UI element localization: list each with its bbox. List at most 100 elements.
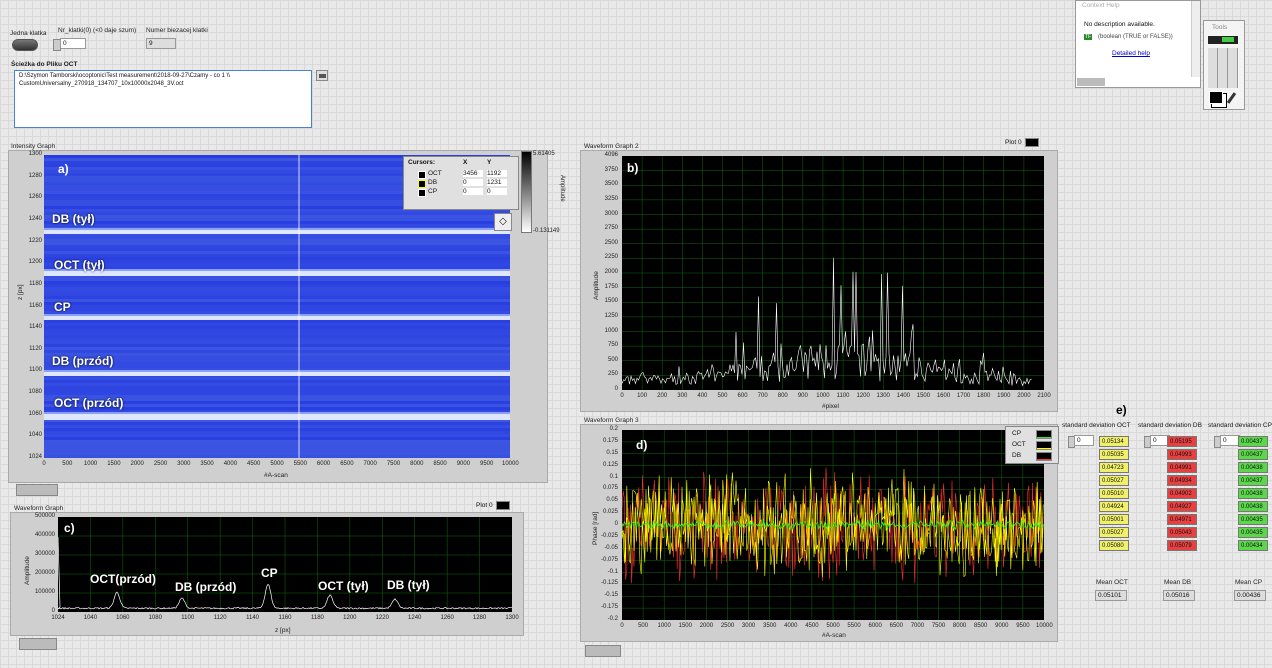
wg1-plot-legend[interactable]: Plot 0 [476, 501, 510, 510]
wg2-y-tick: 1000 [604, 327, 618, 334]
intensity-row [44, 251, 510, 254]
intensity-row [44, 179, 510, 182]
scale-label: Amplitude [559, 175, 565, 202]
intensity-row [44, 311, 510, 314]
wg3-legend[interactable]: CP OCT DB [1005, 426, 1059, 464]
cursor-x[interactable]: 0 [463, 188, 483, 195]
cursor-y[interactable]: 0 [487, 188, 507, 195]
wg2-x-tick: 900 [797, 393, 808, 399]
wg2-x-tick: 1200 [856, 393, 870, 399]
intensity-plot-area[interactable] [44, 155, 510, 458]
wg2-y-tick: 3500 [604, 181, 618, 188]
intensity-graph-toolbar[interactable] [16, 484, 58, 496]
wg1-toolbar[interactable] [19, 638, 57, 650]
path-field[interactable]: D:\Szymon Tamborski\ocoptonic\Test measu… [14, 70, 312, 128]
intensity-row [44, 161, 510, 164]
intensity-y-tick: 1120 [29, 345, 42, 352]
wg3-y-tick: 0.025 [602, 509, 618, 516]
brush-icon[interactable] [1226, 92, 1237, 104]
frame-number-input[interactable]: 0 [60, 38, 86, 49]
wg3-legend-swatch[interactable] [1036, 452, 1052, 461]
intensity-row [44, 236, 510, 239]
stats-oct-index[interactable]: 0 [1074, 435, 1094, 446]
context-help-text: No description available. [1084, 21, 1155, 28]
intensity-x-tick: 4000 [223, 461, 238, 467]
stats-oct-values: 0.05134 0.05035 0.04723 0.05027 0.05010 0.049… [1099, 436, 1129, 553]
intensity-row [44, 275, 510, 278]
stats-cp-index[interactable]: 0 [1220, 435, 1240, 446]
stats-cp-values: 0.00437 0.00437 0.00438 0.00437 0.00438 0.004… [1238, 436, 1268, 553]
intensity-row [44, 218, 510, 221]
wg1-plot-swatch [495, 501, 510, 510]
intensity-band-halo [44, 228, 510, 230]
cursor-mover-icon[interactable]: ◇ [494, 213, 512, 231]
tool-grid[interactable] [1208, 48, 1238, 88]
intensity-row [44, 380, 510, 383]
stats-cp-value: 0.00438 [1238, 488, 1268, 499]
wg1-x-tick: 1080 [148, 615, 162, 621]
help-toolbar-icons[interactable] [1077, 78, 1105, 86]
intensity-row [44, 191, 510, 194]
intensity-row [44, 167, 510, 170]
intensity-row [44, 263, 510, 266]
intensity-x-tick: 9000 [456, 461, 471, 467]
intensity-row [44, 182, 510, 185]
stats-db-value: 0.04934 [1167, 475, 1197, 486]
wg3-x-tick: 1000 [657, 623, 671, 629]
intensity-row [44, 383, 510, 386]
intensity-color-scale[interactable] [521, 151, 532, 233]
intensity-row [44, 368, 510, 371]
wg3-legend-swatch[interactable] [1036, 441, 1052, 450]
cursor-swatch[interactable] [418, 180, 426, 188]
wg1-letter: c) [64, 521, 75, 535]
context-help-title: Context Help [1082, 2, 1120, 9]
detailed-help-link[interactable]: Detailed help [1112, 50, 1150, 57]
cursor-legend[interactable]: Cursors: X Y OCT 3456 1192 DB 0 1231 CP 0 0 [403, 156, 519, 210]
intensity-row [44, 242, 510, 245]
context-help-type: (boolean (TRUE or FALSE)) [1098, 34, 1173, 40]
wg3-x-tick: 5500 [847, 623, 861, 629]
wg2-plot-name: Plot 0 [1005, 139, 1022, 147]
cursor-y[interactable]: 1231 [487, 179, 507, 186]
intensity-x-tick: 7500 [386, 461, 401, 467]
cursor-y[interactable]: 1192 [487, 170, 507, 177]
automatic-tool-icon[interactable] [1208, 36, 1238, 44]
wg2-plot-area[interactable] [622, 156, 1044, 390]
intensity-row [44, 278, 510, 281]
intensity-band-halo [44, 314, 510, 316]
stats-db-value: 0.04902 [1167, 488, 1197, 499]
wg2-y-tick: 1250 [604, 312, 618, 319]
intensity-row [44, 173, 510, 176]
wg3-plot-area[interactable] [622, 430, 1044, 620]
stats-oct-label: standard deviation OCT [1062, 422, 1131, 429]
wg2-x-tick: 600 [737, 393, 748, 399]
wg2-chart [622, 156, 1044, 390]
wg3-legend-name: OCT [1012, 441, 1026, 448]
wg1-x-tick: 1024 [51, 615, 65, 621]
stats-db-mean-label: Mean DB [1164, 579, 1192, 586]
color-tool-icon[interactable] [1209, 91, 1223, 104]
cursor-x[interactable]: 0 [463, 179, 483, 186]
cursor-swatch[interactable] [418, 171, 426, 179]
cursor-x[interactable]: 3456 [463, 170, 483, 177]
cursor-swatch[interactable] [418, 189, 426, 197]
stats-db-value: 0.04927 [1167, 501, 1197, 512]
intensity-row [44, 308, 510, 311]
intensity-x-tick: 5500 [293, 461, 307, 467]
wg2-plot-legend[interactable]: Plot 0 [1005, 138, 1039, 147]
wg3-x-tick: 2000 [699, 623, 714, 629]
intensity-layer-label: OCT (tył) [54, 258, 105, 272]
stats-oct-value: 0.04723 [1099, 462, 1129, 473]
intensity-row [44, 377, 510, 380]
intensity-x-tick: 6500 [340, 461, 354, 467]
wg3-toolbar[interactable] [585, 645, 621, 657]
browse-folder-button[interactable] [316, 70, 328, 81]
wg2-y-tick: 3000 [604, 210, 618, 217]
toggle-switch[interactable] [12, 39, 38, 51]
wg3-legend-swatch[interactable] [1036, 430, 1052, 439]
wg1-peak-label: CP [261, 566, 278, 580]
help-scrollbar[interactable] [1191, 1, 1200, 77]
intensity-row [44, 404, 510, 407]
intensity-row [44, 164, 510, 167]
wg1-plot-area[interactable] [58, 517, 512, 612]
